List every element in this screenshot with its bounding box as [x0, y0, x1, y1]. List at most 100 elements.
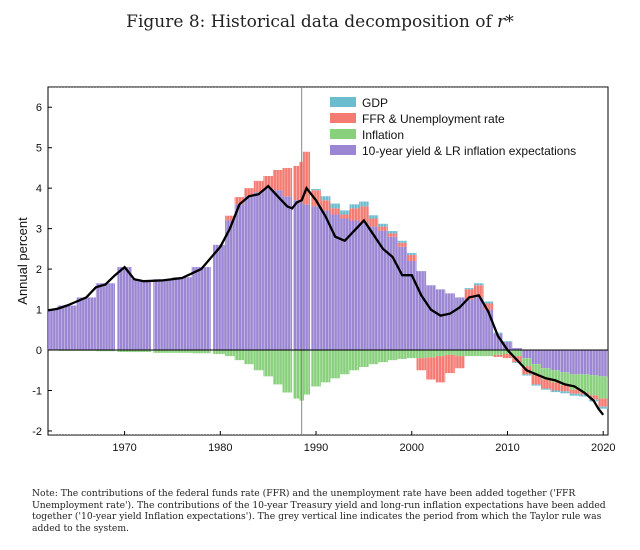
bar-10-year-yield-lr-inflation-expectations [172, 277, 192, 351]
bars-group [48, 87, 608, 435]
bar-gdp [521, 374, 532, 376]
bar-10-year-yield-lr-inflation-expectations [493, 333, 503, 351]
bar-10-year-yield-lr-inflation-expectations [521, 350, 532, 359]
bar-inflation [368, 350, 379, 365]
bar-10-year-yield-lr-inflation-expectations [426, 285, 436, 351]
bar-inflation [397, 350, 407, 359]
bar-ffr-unemployment-rate [426, 357, 436, 380]
bar-inflation [435, 350, 446, 357]
x-tick-label: 1970 [112, 442, 136, 454]
y-tick-label: -1 [32, 385, 42, 397]
bar-inflation [213, 350, 228, 355]
bar-inflation [588, 375, 599, 396]
bar-10-year-yield-lr-inflation-expectations [531, 350, 541, 365]
y-axis-label: Annual percent [15, 217, 30, 305]
bar-inflation [579, 374, 589, 393]
bar-inflation [454, 350, 465, 357]
bar-ffr-unemployment-rate [330, 208, 340, 215]
bar-inflation [598, 376, 608, 399]
bar-ffr-unemployment-rate [397, 242, 407, 247]
bar-ffr-unemployment-rate [435, 356, 446, 383]
bar-gdp [368, 215, 379, 219]
bar-inflation [293, 350, 301, 399]
bar-ffr-unemployment-rate [282, 167, 293, 197]
bar-ffr-unemployment-rate [359, 206, 369, 223]
legend-swatch-gdp [330, 97, 356, 107]
bar-10-year-yield-lr-inflation-expectations [368, 226, 379, 351]
bar-10-year-yield-lr-inflation-expectations [569, 350, 580, 375]
bar-inflation [406, 350, 417, 359]
bar-gdp [473, 283, 484, 286]
bar-inflation [272, 350, 283, 385]
y-axis: -2 -1 0 1 2 3 4 5 6 [32, 102, 52, 438]
bar-10-year-yield-lr-inflation-expectations [339, 218, 350, 351]
y-tick-label: 6 [36, 102, 42, 114]
bar-inflation [569, 374, 580, 390]
bar-inflation [339, 350, 350, 375]
y-tick-label: 1 [36, 305, 42, 317]
bar-gdp [598, 406, 608, 409]
bar-gdp [330, 203, 340, 209]
bar-10-year-yield-lr-inflation-expectations [311, 206, 321, 351]
bar-10-year-yield-lr-inflation-expectations [95, 283, 116, 351]
bar-10-year-yield-lr-inflation-expectations [579, 350, 589, 375]
bar-ffr-unemployment-rate [302, 151, 311, 205]
bar-10-year-yield-lr-inflation-expectations [359, 222, 369, 351]
bar-10-year-yield-lr-inflation-expectations [263, 188, 273, 351]
bar-10-year-yield-lr-inflation-expectations [282, 196, 293, 351]
chart-title: Figure 8: Historical data decomposition … [0, 12, 640, 32]
bar-inflation [493, 350, 503, 355]
bar-gdp [464, 288, 474, 290]
bar-inflation [464, 350, 474, 357]
bar-ffr-unemployment-rate [272, 169, 283, 191]
y-tick-label: 3 [36, 224, 42, 236]
bar-gdp [406, 252, 417, 255]
bar-inflation [244, 350, 254, 365]
bar-inflation [560, 372, 570, 386]
x-axis: 1970 1980 1990 2000 2010 2020 [112, 431, 615, 454]
bar-inflation [359, 350, 369, 368]
bar-inflation [426, 350, 436, 358]
legend: GDP FFR & Unemployment rate Inflation 10-ye… [326, 93, 601, 161]
bar-inflation [117, 350, 132, 353]
bar-gdp [387, 231, 398, 234]
bar-10-year-yield-lr-inflation-expectations [483, 309, 494, 351]
bar-inflation [302, 350, 311, 395]
bar-ffr-unemployment-rate [387, 233, 398, 237]
bar-10-year-yield-lr-inflation-expectations [560, 350, 570, 373]
bar-gdp [560, 391, 570, 394]
bar-10-year-yield-lr-inflation-expectations [330, 214, 340, 351]
x-tick-label: 1980 [208, 442, 232, 454]
bar-gdp [569, 393, 580, 396]
bar-ffr-unemployment-rate [368, 218, 379, 227]
bar-gdp [359, 201, 369, 207]
legend-label-ffr-unemployment-rate: FFR & Unemployment rate [362, 112, 505, 126]
bar-ffr-unemployment-rate [244, 188, 254, 197]
bar-10-year-yield-lr-inflation-expectations [502, 341, 513, 351]
x-tick-label: 2020 [591, 442, 615, 454]
bar-10-year-yield-lr-inflation-expectations [473, 297, 484, 351]
legend-swatch-ffr-unemployment-rate [330, 113, 356, 123]
bar-inflation [311, 350, 321, 387]
legend-swatch-10-year-yield-lr-inflation-expectations [330, 145, 356, 155]
bar-inflation [172, 350, 192, 353]
bar-ffr-unemployment-rate [560, 385, 570, 392]
bar-10-year-yield-lr-inflation-expectations [598, 350, 608, 377]
bar-10-year-yield-lr-inflation-expectations [406, 261, 417, 351]
bar-ffr-unemployment-rate [464, 289, 474, 300]
bar-ffr-unemployment-rate [531, 374, 541, 385]
bar-inflation [531, 364, 541, 375]
bar-inflation [378, 350, 388, 363]
bar-gdp [397, 240, 407, 243]
bar-inflation [330, 350, 340, 379]
bar-ffr-unemployment-rate [502, 354, 513, 359]
y-tick-label: -2 [32, 426, 42, 438]
bar-gdp [531, 384, 541, 386]
rstar-line [47, 184, 605, 416]
bar-10-year-yield-lr-inflation-expectations [588, 350, 599, 376]
bar-inflation [387, 350, 398, 361]
bar-gdp [311, 188, 321, 191]
bar-10-year-yield-lr-inflation-expectations [454, 297, 465, 351]
bar-ffr-unemployment-rate [598, 398, 608, 407]
bar-10-year-yield-lr-inflation-expectations [302, 204, 311, 351]
